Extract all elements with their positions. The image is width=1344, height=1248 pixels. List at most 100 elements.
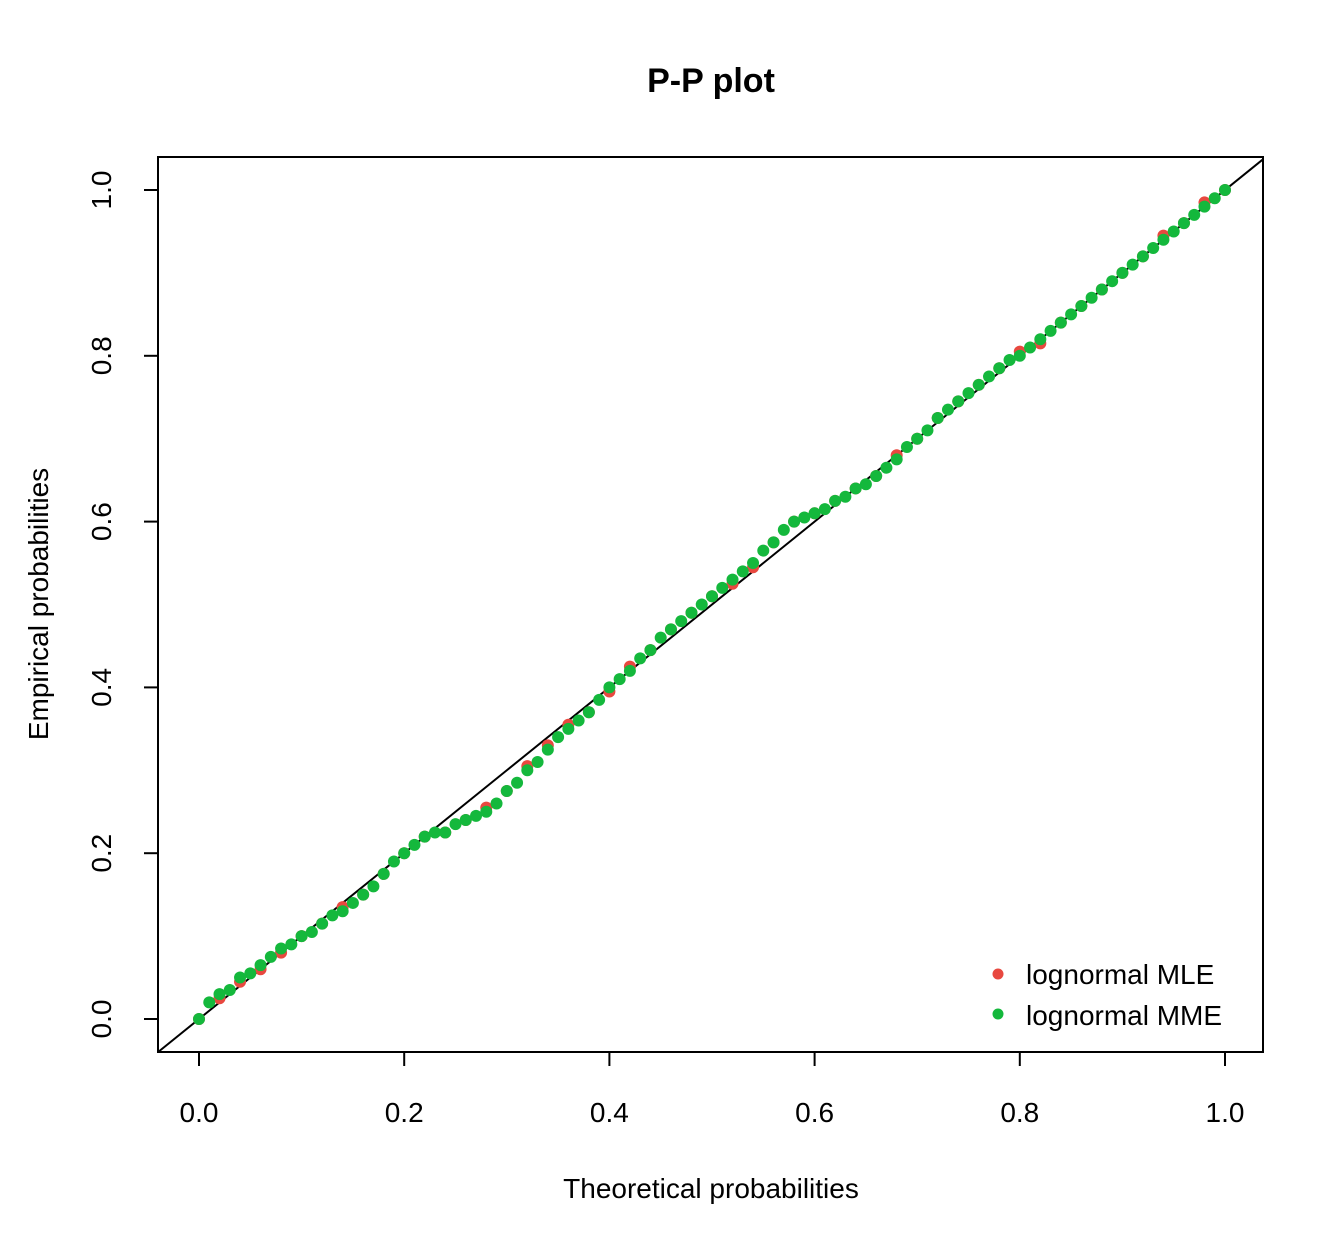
data-point: [644, 644, 657, 657]
y-tick-label: 0.8: [86, 336, 117, 375]
data-point: [890, 453, 903, 466]
data-point: [716, 581, 729, 594]
data-point: [572, 714, 585, 727]
data-point: [387, 855, 400, 868]
data-point: [541, 743, 554, 756]
data-point: [849, 482, 862, 495]
data-point: [818, 503, 831, 516]
data-point: [808, 507, 821, 520]
y-axis-title: Empirical probabilities: [23, 468, 54, 740]
x-tick-label: 0.2: [385, 1097, 424, 1128]
data-point: [1024, 341, 1037, 354]
data-point: [500, 785, 513, 798]
data-point: [213, 988, 226, 1001]
data-point: [623, 664, 636, 677]
data-point: [736, 565, 749, 578]
x-tick-label: 0.0: [180, 1097, 219, 1128]
data-point: [1136, 250, 1149, 263]
data-point: [706, 590, 718, 603]
x-tick-label: 0.6: [795, 1097, 834, 1128]
data-point: [1044, 324, 1057, 337]
legend-swatch-mme: [992, 1008, 1004, 1020]
data-point: [244, 967, 257, 980]
data-point: [654, 631, 667, 644]
data-point: [777, 523, 790, 536]
data-point: [521, 764, 534, 777]
data-point: [1219, 184, 1231, 196]
legend-label-mle: lognormal MLE: [1026, 959, 1214, 990]
legend-label-mme: lognormal MME: [1026, 1000, 1222, 1031]
data-point: [1054, 316, 1067, 329]
data-point: [829, 494, 842, 507]
data-point: [326, 909, 339, 922]
data-point: [480, 805, 493, 818]
data-point: [531, 756, 544, 769]
chart-legend: lognormal MLE lognormal MME: [992, 959, 1222, 1031]
points-layer: [193, 184, 1231, 1025]
data-point: [254, 959, 267, 972]
data-point: [223, 983, 236, 996]
data-point: [459, 814, 472, 827]
x-axis-title: Theoretical probabilities: [563, 1173, 859, 1204]
data-point: [1075, 300, 1088, 313]
data-point: [921, 424, 934, 437]
y-tick-label: 1.0: [86, 171, 117, 210]
data-point: [295, 930, 308, 943]
data-point: [1013, 349, 1026, 362]
data-point: [408, 838, 421, 851]
data-point: [911, 432, 924, 445]
y-tick-label: 0.6: [86, 502, 117, 541]
y-axis: 0.0 0.2 0.4 0.6 0.8 1.0: [86, 171, 159, 1039]
data-point: [582, 706, 595, 719]
data-point: [931, 411, 944, 424]
data-point: [1177, 217, 1190, 230]
y-tick-label: 0.4: [86, 668, 117, 707]
data-point: [695, 598, 708, 611]
data-point: [1167, 225, 1180, 238]
data-point: [675, 615, 688, 628]
data-point: [357, 888, 370, 901]
data-point: [511, 776, 524, 789]
y-tick-label: 0.0: [86, 1000, 117, 1039]
data-point: [798, 511, 811, 524]
data-point: [664, 623, 677, 636]
data-point: [449, 818, 462, 831]
data-point: [1147, 242, 1160, 255]
data-point: [788, 515, 801, 528]
data-point: [1208, 192, 1221, 205]
data-point: [346, 896, 359, 909]
data-point: [203, 996, 216, 1009]
data-point: [377, 867, 390, 880]
data-point: [870, 470, 883, 483]
data-point: [418, 830, 431, 843]
data-point: [398, 847, 411, 860]
data-point: [757, 544, 770, 557]
data-point: [900, 440, 913, 453]
data-point: [767, 536, 780, 549]
data-point: [1095, 283, 1108, 296]
data-point: [634, 652, 647, 665]
data-point: [1085, 291, 1098, 304]
data-point: [603, 681, 616, 694]
data-point: [941, 403, 954, 416]
data-point: [562, 722, 575, 735]
data-point: [552, 731, 565, 744]
data-point: [285, 938, 298, 951]
legend-swatch-mle: [992, 968, 1004, 980]
data-point: [839, 490, 852, 503]
data-point: [490, 797, 503, 810]
data-point: [1034, 333, 1047, 346]
data-point: [428, 826, 441, 839]
data-point: [1106, 275, 1119, 288]
data-point: [952, 395, 965, 408]
data-point: [1188, 208, 1201, 221]
data-point: [234, 971, 247, 984]
data-point: [439, 826, 452, 839]
x-tick-label: 0.4: [590, 1097, 629, 1128]
x-axis: 0.0 0.2 0.4 0.6 0.8 1.0: [180, 1051, 1244, 1128]
data-point: [1065, 308, 1078, 321]
data-point: [993, 362, 1006, 375]
data-point: [880, 461, 893, 474]
data-point: [726, 573, 739, 586]
